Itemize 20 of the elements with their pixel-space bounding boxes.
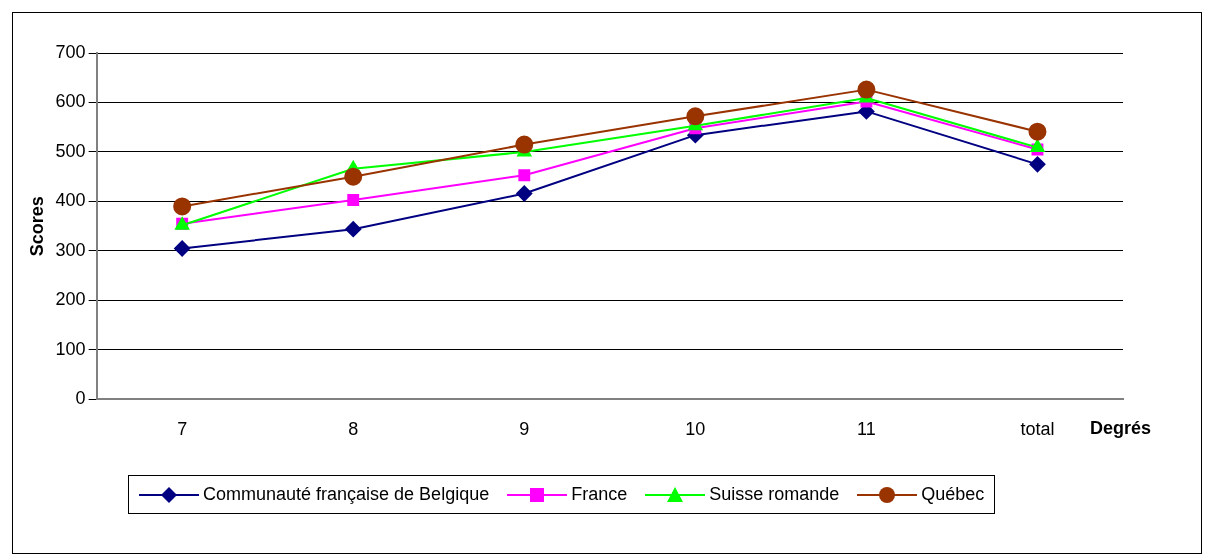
x-tick-label: 9	[519, 419, 530, 440]
x-tick-label: 7	[177, 419, 188, 440]
legend-label: Québec	[921, 484, 985, 505]
y-tick-label: 300	[55, 239, 86, 260]
x-tick-label: 8	[348, 419, 359, 440]
y-tick-label: 400	[55, 190, 86, 211]
x-tick-label: 10	[685, 419, 706, 440]
y-tick-label: 0	[75, 388, 86, 409]
y-tick-label: 600	[55, 91, 86, 112]
y-tick-label: 100	[55, 338, 86, 359]
y-tick-label: 500	[55, 140, 86, 161]
legend-label: Suisse romande	[709, 484, 840, 505]
x-tick-label: total	[1020, 419, 1055, 440]
y-axis-title: Scores	[26, 196, 47, 257]
y-tick-label: 700	[55, 41, 86, 62]
x-tick-label: 11	[857, 419, 876, 440]
legend-label: Communauté française de Belgique	[203, 484, 490, 505]
x-axis-title: Degrés	[1090, 418, 1152, 439]
legend-label: France	[571, 484, 628, 505]
y-tick-label: 200	[55, 289, 86, 310]
